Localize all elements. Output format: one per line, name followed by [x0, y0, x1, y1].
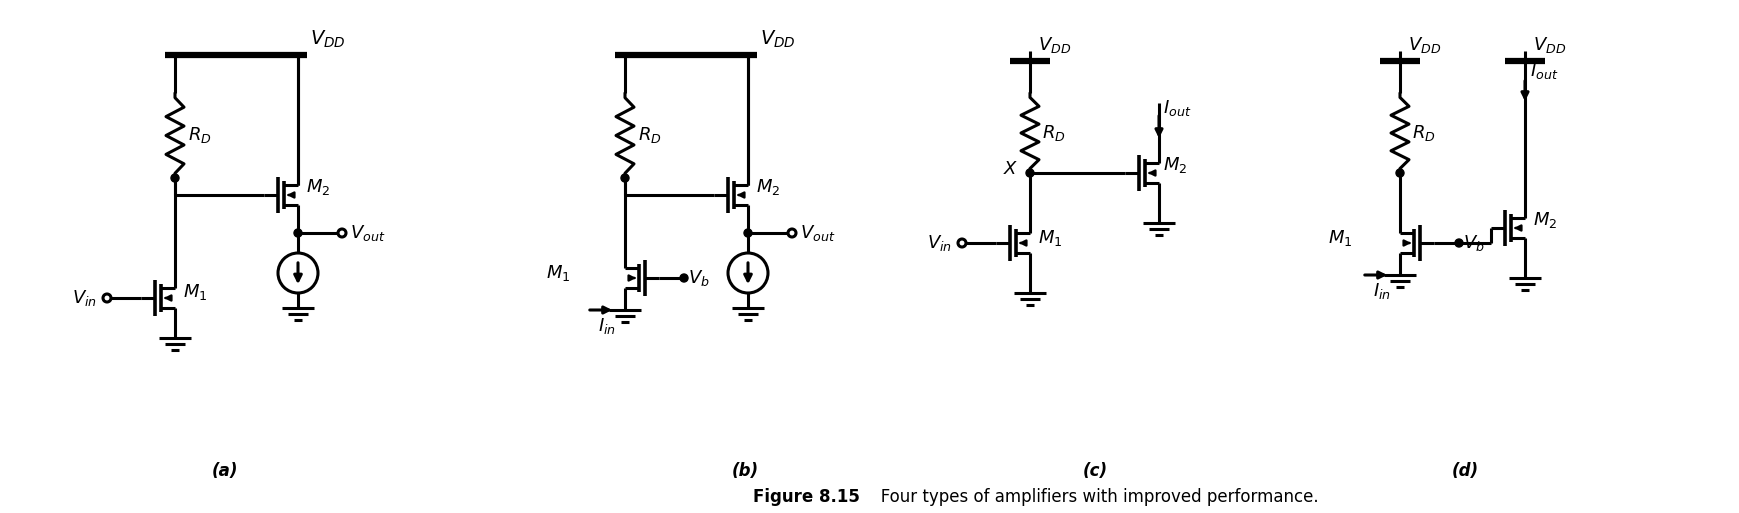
Text: $R_D$: $R_D$	[1410, 123, 1435, 143]
Text: $V_{DD}$: $V_{DD}$	[310, 28, 346, 50]
Text: $I_{out}$: $I_{out}$	[1162, 98, 1191, 118]
Text: $R_D$: $R_D$	[188, 125, 212, 145]
Circle shape	[744, 229, 751, 237]
Text: $M_1$: $M_1$	[1327, 228, 1351, 248]
Text: $V_b$: $V_b$	[687, 268, 710, 288]
Circle shape	[294, 229, 303, 237]
Circle shape	[680, 274, 687, 282]
Text: $V_{DD}$: $V_{DD}$	[1407, 35, 1440, 55]
Text: $V_{out}$: $V_{out}$	[350, 223, 384, 243]
Text: Four types of amplifiers with improved performance.: Four types of amplifiers with improved p…	[864, 488, 1318, 506]
Text: $I_{in}$: $I_{in}$	[1372, 281, 1389, 301]
Text: $I_{out}$: $I_{out}$	[1529, 61, 1558, 81]
Text: $M_2$: $M_2$	[755, 177, 779, 197]
Circle shape	[1454, 239, 1462, 247]
Text: $R_D$: $R_D$	[638, 125, 661, 145]
Circle shape	[1026, 169, 1033, 177]
Text: Figure 8.15: Figure 8.15	[753, 488, 859, 506]
Text: $M_2$: $M_2$	[1532, 210, 1556, 230]
Text: $V_{DD}$: $V_{DD}$	[1532, 35, 1565, 55]
Text: $M_2$: $M_2$	[1162, 155, 1186, 175]
Text: $V_b$: $V_b$	[1462, 233, 1483, 253]
Text: $M_1$: $M_1$	[183, 282, 207, 302]
Text: (c): (c)	[1082, 462, 1108, 480]
Text: (a): (a)	[212, 462, 238, 480]
Text: $M_2$: $M_2$	[306, 177, 330, 197]
Text: $V_{in}$: $V_{in}$	[71, 288, 97, 308]
Text: $I_{in}$: $I_{in}$	[598, 316, 616, 336]
Text: $V_{DD}$: $V_{DD}$	[760, 28, 795, 50]
Text: $V_{in}$: $V_{in}$	[927, 233, 951, 253]
Circle shape	[621, 174, 628, 182]
Circle shape	[1395, 169, 1403, 177]
Text: $M_1$: $M_1$	[1038, 228, 1063, 248]
Circle shape	[170, 174, 179, 182]
Text: $V_{out}$: $V_{out}$	[800, 223, 835, 243]
Text: (b): (b)	[730, 462, 758, 480]
Text: $M_1$: $M_1$	[546, 263, 570, 283]
Text: $X$: $X$	[1002, 160, 1017, 178]
Text: (d): (d)	[1450, 462, 1478, 480]
Text: $V_{DD}$: $V_{DD}$	[1038, 35, 1071, 55]
Text: $R_D$: $R_D$	[1042, 123, 1064, 143]
